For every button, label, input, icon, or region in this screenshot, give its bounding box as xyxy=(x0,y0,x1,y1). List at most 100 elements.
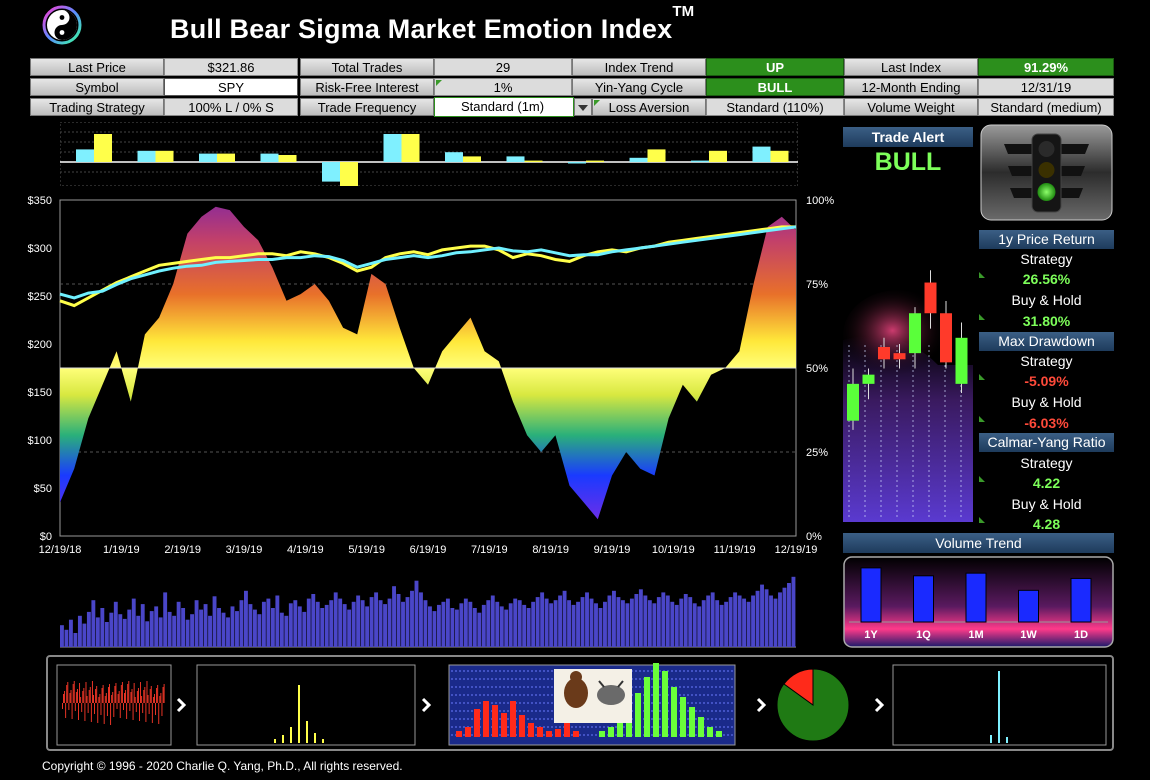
volume-bar xyxy=(751,595,756,647)
right-tick-label: 100% xyxy=(806,195,834,207)
risk-free-value[interactable]: 1% xyxy=(434,78,572,96)
pipeline-bar xyxy=(152,697,154,703)
volume-bar xyxy=(692,603,697,647)
pipeline-bar xyxy=(141,696,143,703)
volume-bar xyxy=(661,592,666,647)
volume-bar xyxy=(360,600,365,647)
pipeline-red-bar xyxy=(465,727,471,737)
pipeline-bar xyxy=(80,697,82,703)
volume-bar xyxy=(149,611,154,647)
volume-bar xyxy=(261,601,266,647)
left-tick-label: $300 xyxy=(28,243,52,255)
pipeline-red-bar xyxy=(546,731,552,737)
volume-bar xyxy=(419,592,423,647)
trade-frequency-label: Trade Frequency xyxy=(300,98,434,116)
symbol-input[interactable]: SPY xyxy=(164,78,298,96)
pipeline-red-bar xyxy=(537,727,543,737)
volume-bar xyxy=(167,611,172,647)
volume-bar xyxy=(468,601,473,647)
volume-bar xyxy=(145,621,150,647)
candle-body xyxy=(878,347,890,360)
month-ending-label: 12-Month Ending xyxy=(844,78,978,96)
x-tick-label: 7/19/19 xyxy=(471,544,508,556)
max-drawdown-strategy-label: Strategy xyxy=(1020,353,1073,369)
pipeline-bar xyxy=(83,688,85,703)
loss-aversion-value[interactable]: Standard (110%) xyxy=(706,98,844,116)
last-price-label: Last Price xyxy=(30,58,164,76)
volume-bar xyxy=(571,604,576,647)
pipeline-bar xyxy=(98,697,100,703)
total-trades-label: Total Trades xyxy=(300,58,434,76)
pipeline-bar xyxy=(135,703,137,712)
volume-bar xyxy=(674,604,679,647)
trading-strategy-value[interactable]: 100% L / 0% S xyxy=(164,98,298,116)
chevron-right-icon xyxy=(421,697,432,713)
bull-icon xyxy=(597,685,625,705)
bull-bear-icon xyxy=(554,669,632,723)
pipeline-spike xyxy=(306,721,308,743)
price-line xyxy=(59,225,797,300)
pipeline-bar xyxy=(132,703,134,720)
volume-bar xyxy=(746,601,751,647)
x-tick-label: 4/19/19 xyxy=(287,544,324,556)
volume-weight-label: Volume Weight xyxy=(844,98,978,116)
volume-trend-label: 1M xyxy=(968,629,983,641)
volume-bar xyxy=(297,606,302,647)
traffic-light-green-icon xyxy=(980,124,1113,221)
pipeline-bar xyxy=(120,685,122,703)
pipeline-bar xyxy=(82,691,84,703)
volume-bar xyxy=(356,595,361,647)
pipeline-bar xyxy=(76,689,78,703)
pipeline-charts xyxy=(56,663,1107,746)
volume-bar xyxy=(95,617,100,647)
volume-bar xyxy=(279,612,284,647)
trade-frequency-select[interactable]: Standard (1m) xyxy=(434,97,574,117)
volume-bar xyxy=(423,600,428,647)
volume-trend-bar-1d xyxy=(1070,577,1092,623)
volume-bar xyxy=(369,597,374,647)
pipeline-bar xyxy=(90,703,92,722)
pipeline-bar xyxy=(71,703,73,719)
pipeline-bar xyxy=(66,685,68,703)
volume-bar xyxy=(248,604,253,647)
volume-bar xyxy=(383,604,388,647)
bull-horns-icon xyxy=(598,680,624,688)
marker-icon xyxy=(979,476,985,482)
pipeline-bar xyxy=(74,703,76,711)
volume-bar xyxy=(131,598,136,647)
volume-bar xyxy=(481,604,486,647)
volume-trend-label: 1D xyxy=(1074,629,1088,641)
volume-trend-label: 1Y xyxy=(864,629,878,641)
volume-bar xyxy=(109,612,114,647)
volume-bar xyxy=(365,606,370,647)
index-trend-label: Index Trend xyxy=(572,58,706,76)
pipeline-red-bar xyxy=(573,731,579,737)
pipeline-green-bar xyxy=(608,727,614,737)
volume-bar xyxy=(603,601,607,647)
volume-bar xyxy=(311,594,316,647)
volume-bar xyxy=(275,595,280,647)
volume-bar xyxy=(513,598,518,647)
volume-bar xyxy=(652,603,657,647)
pipeline-bar xyxy=(111,695,113,703)
chevron-down-icon[interactable] xyxy=(574,98,592,116)
index-area xyxy=(60,206,796,520)
left-tick-label: $100 xyxy=(28,435,52,447)
bar-oct-s1 xyxy=(629,157,648,162)
pipeline-bar xyxy=(124,693,125,703)
month-ending-value[interactable]: 12/31/19 xyxy=(978,78,1114,96)
pipeline-spike xyxy=(990,735,992,743)
volume-bar xyxy=(733,592,738,647)
volume-weight-value[interactable]: Standard (medium) xyxy=(978,98,1114,116)
trade-alert-value: BULL xyxy=(874,148,942,176)
pipeline-red-bar xyxy=(528,723,534,737)
volume-trend-bar-1y xyxy=(860,567,882,623)
pipeline-bar xyxy=(131,689,133,703)
volume-bar xyxy=(338,598,343,647)
volume-bar xyxy=(315,601,320,647)
volume-bar xyxy=(217,608,221,647)
volume-bar xyxy=(760,584,764,647)
pipeline-bar xyxy=(125,690,127,703)
bar-feb-s1 xyxy=(137,150,156,162)
volume-bar xyxy=(710,592,715,647)
